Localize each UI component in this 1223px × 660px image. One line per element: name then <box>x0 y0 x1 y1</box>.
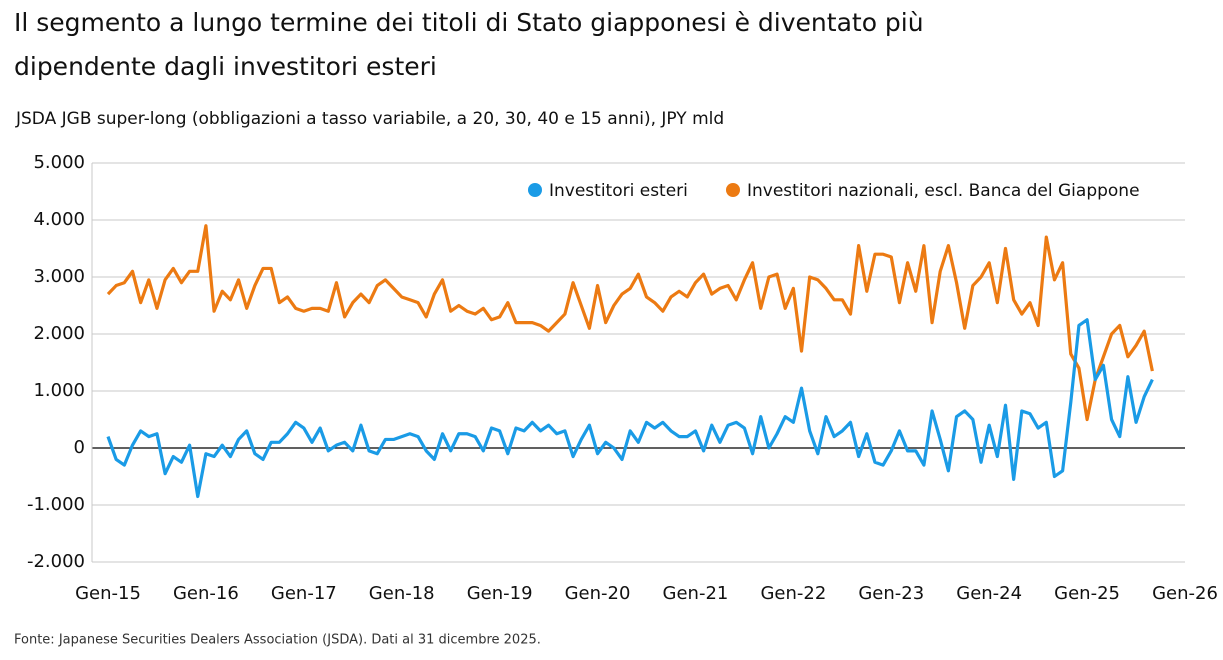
x-tick-label: Gen-16 <box>173 583 239 604</box>
y-tick-label: 0 <box>74 437 85 458</box>
x-tick-label: Gen-17 <box>271 583 337 604</box>
y-tick-label: 1.000 <box>33 380 85 401</box>
x-tick-label: Gen-25 <box>1054 583 1120 604</box>
y-tick-label: -2.000 <box>27 551 85 572</box>
x-tick-label: Gen-26 <box>1152 583 1218 604</box>
chart-title: Il segmento a lungo termine dei titoli d… <box>14 8 924 81</box>
y-tick-label: -1.000 <box>27 494 85 515</box>
legend-marker <box>726 183 740 197</box>
x-tick-label: Gen-22 <box>760 583 826 604</box>
x-tick-label: Gen-20 <box>565 583 631 604</box>
x-tick-label: Gen-19 <box>467 583 533 604</box>
y-tick-label: 4.000 <box>33 209 85 230</box>
y-tick-label: 5.000 <box>33 152 85 173</box>
x-tick-label: Gen-21 <box>663 583 729 604</box>
legend-label: Investitori esteri <box>549 181 688 201</box>
series-line <box>106 318 1154 499</box>
source-note: Fonte: Japanese Securities Dealers Assoc… <box>14 633 541 648</box>
legend-label: Investitori nazionali, escl. Banca del G… <box>747 181 1140 201</box>
x-tick-label: Gen-15 <box>75 583 141 604</box>
y-tick-label: 2.000 <box>33 323 85 344</box>
x-tick-label: Gen-23 <box>858 583 924 604</box>
series-line <box>106 224 1154 422</box>
x-tick-label: Gen-18 <box>369 583 435 604</box>
y-tick-label: 3.000 <box>33 266 85 287</box>
chart-subtitle: JSDA JGB super-long (obbligazioni a tass… <box>15 109 724 129</box>
x-tick-label: Gen-24 <box>956 583 1022 604</box>
legend-marker <box>528 183 542 197</box>
